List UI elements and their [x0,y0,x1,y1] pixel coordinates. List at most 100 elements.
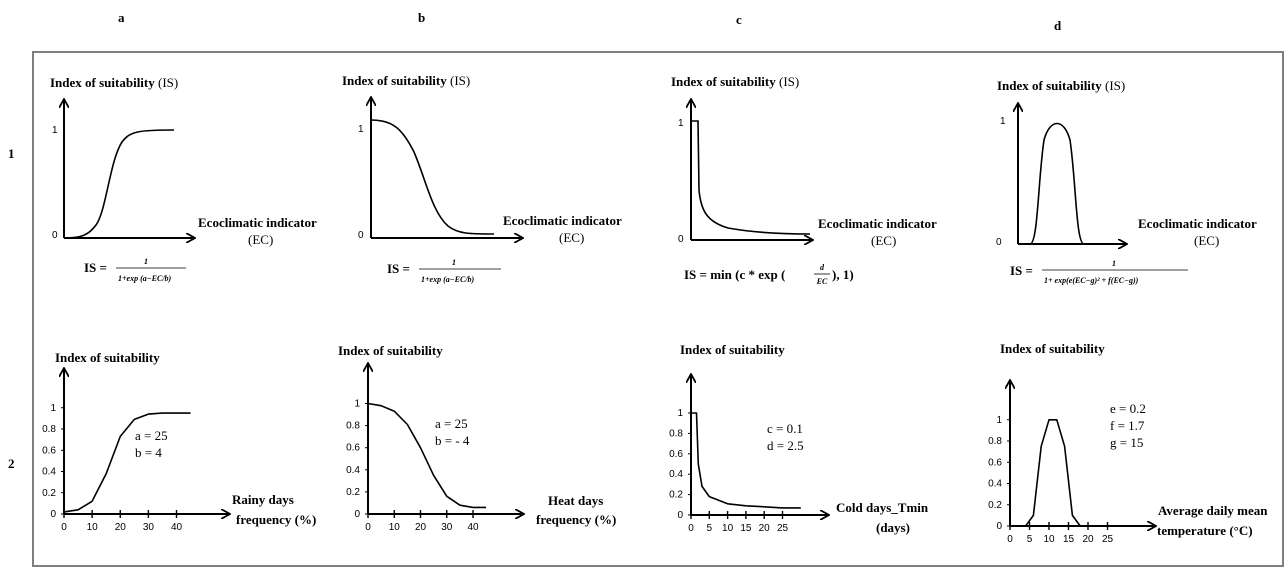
xlabel-1c: Ecoclimatic indicator [818,216,937,231]
column-label-b: b [418,10,425,25]
xtick-2b-2: 20 [415,522,427,533]
ytick-2b-0: 0 [354,509,360,520]
param-2d-2: g = 15 [1110,435,1143,450]
param-2c-1: d = 2.5 [767,438,804,453]
xlabel-2b-line1: Heat days [548,493,603,508]
xtick-2b-3: 30 [441,522,453,533]
ytick-2c-0: 0 [677,510,683,521]
param-2a-1: b = 4 [135,445,162,460]
xlabel-1a: Ecoclimatic indicator [198,215,317,230]
xtick-2d-0: 0 [1007,534,1013,545]
ytick-2b-3: 0.6 [346,443,360,454]
xtick-2b-1: 10 [389,522,401,533]
panel-1c: Index of suitability (IS) 1 0 Ecoclimati… [671,74,937,286]
curve-1a [63,129,175,239]
xtick-2d-4: 20 [1082,534,1094,545]
xunit-1c: (EC) [871,233,896,248]
formula-1a-den: 1+exp (a−EC/b) [118,274,172,283]
xtick-2c-0: 0 [688,523,694,534]
xlabel-2a-line2: frequency (%) [236,512,316,527]
xtick-2d-5: 25 [1102,534,1114,545]
ytick-2c-5: 1 [677,408,683,419]
xlabel-2a-line1: Rainy days [232,492,294,507]
ytick-2d-3: 0.6 [988,457,1002,468]
formula-1d: IS = 1 1+ exp(e(EC−g)² + f(EC−g)) [1010,259,1188,285]
ytick-2a-4: 0.8 [42,424,56,435]
figure-frame [32,51,1284,567]
xtick-2c-2: 10 [722,523,734,534]
formula-1d-lhs: IS = [1010,263,1033,278]
curve-2b [367,402,487,509]
ytick-1d-0: 0 [996,237,1002,248]
formula-1c-lhs: IS = min (c * exp ( [684,267,785,282]
xtick-2d-3: 15 [1063,534,1075,545]
xlabel-2d-line1: Average daily mean [1158,503,1268,518]
formula-1a-lhs: IS = [84,260,107,275]
curve-1d [1018,122,1120,245]
ytick-2d-0: 0 [996,521,1002,532]
ytick-2b-4: 0.8 [346,421,360,432]
xtick-2d-1: 5 [1027,534,1033,545]
panel-1d: Index of suitability (IS) 1 0 Ecoclimati… [996,78,1257,285]
column-label-a: a [118,10,125,25]
formula-1c-rhs: ), 1) [832,267,854,282]
formula-1c-frac-num: d [820,263,825,272]
xlabel-2c-line1: Cold days_Tmin [836,500,929,515]
param-2d-1: f = 1.7 [1110,418,1145,433]
ytick-2d-5: 1 [996,415,1002,426]
ylabel-2a: Index of suitability [55,350,160,365]
ylabel-2c: Index of suitability [680,342,785,357]
ytick-1b-0: 0 [358,230,364,241]
ylabel-1c: Index of suitability (IS) [671,74,799,89]
formula-1b: IS = 1 1+exp (a−EC/b) [387,258,501,284]
ylabel-1a: Index of suitability (IS) [50,75,178,90]
ytick-2c-4: 0.8 [669,428,683,439]
ytick-2d-1: 0.2 [988,500,1002,511]
panel-1a: Index of suitability (IS) 1 0 Ecoclimati… [50,75,317,283]
xtick-2c-4: 20 [759,523,771,534]
formula-1a: IS = 1 1+exp (a−EC/b) [84,257,186,283]
curve-1b [370,119,495,235]
ytick-2b-2: 0.4 [346,465,360,476]
formula-1d-num: 1 [1112,259,1116,268]
xlabel-1b: Ecoclimatic indicator [503,213,622,228]
formula-1b-lhs: IS = [387,261,410,276]
ytick-2a-1: 0.2 [42,488,56,499]
ytick-2c-3: 0.6 [669,449,683,460]
ylabel-2d: Index of suitability [1000,341,1105,356]
ytick-2a-3: 0.6 [42,445,56,456]
ytick-2b-5: 1 [354,399,360,410]
ylabel-1b: Index of suitability (IS) [342,73,470,88]
xunit-1d: (EC) [1194,233,1219,248]
ytick-2d-4: 0.8 [988,436,1002,447]
curve-2d [1010,419,1127,527]
ytick-2b-1: 0.2 [346,487,360,498]
xtick-2d-2: 10 [1043,534,1055,545]
ytick-2c-1: 0.2 [669,490,683,501]
param-2c-0: c = 0.1 [767,421,803,436]
xtick-2c-5: 25 [777,523,789,534]
formula-1b-den: 1+exp (a−EC/b) [421,275,475,284]
ytick-1a-0: 0 [52,230,58,241]
xtick-2a-2: 20 [115,522,127,533]
formula-1b-num: 1 [452,258,456,267]
xtick-2b-0: 0 [365,522,371,533]
curve-1c [691,120,811,235]
xtick-2c-1: 5 [707,523,713,534]
row-label-2: 2 [8,456,15,471]
xtick-2a-0: 0 [61,522,67,533]
ytick-2a-5: 1 [50,403,56,414]
ylabel-1d: Index of suitability (IS) [997,78,1125,93]
xunit-1b: (EC) [559,230,584,245]
xtick-2c-3: 15 [740,523,752,534]
formula-1d-den: 1+ exp(e(EC−g)² + f(EC−g)) [1044,276,1139,285]
ytick-1b-1: 1 [358,124,364,135]
formula-1c: IS = min (c * exp ( d EC ), 1) [684,263,854,286]
ytick-1a-1: 1 [52,125,58,136]
